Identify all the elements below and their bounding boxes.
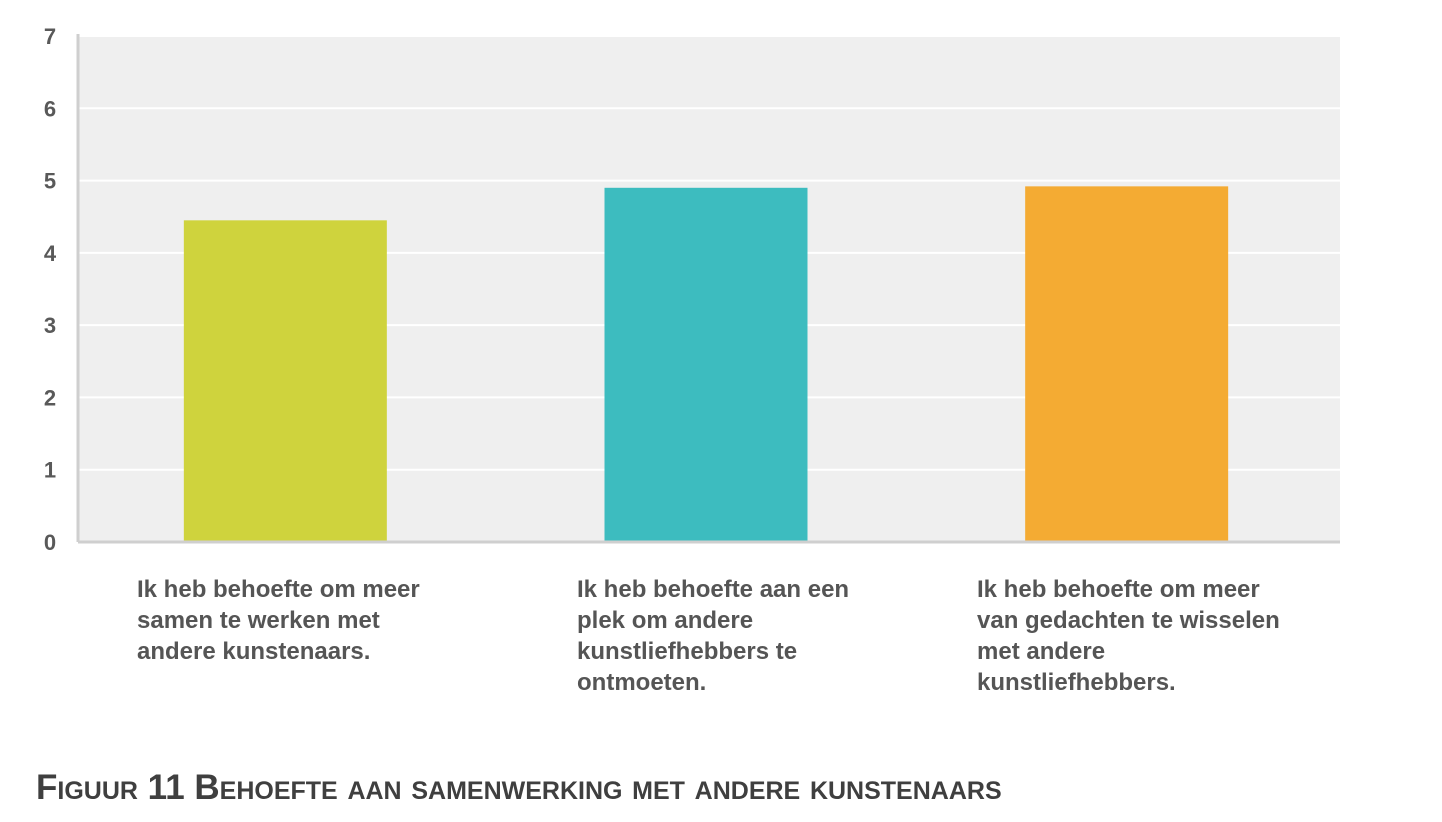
y-tick-label-3: 3 (44, 313, 56, 338)
category-label-1: Ik heb behoefte om meer samen te werken … (137, 576, 420, 665)
y-tick-label-7: 7 (44, 24, 56, 49)
y-tick-label-0: 0 (44, 530, 56, 555)
y-tick-label-5: 5 (44, 169, 56, 194)
y-tick-label-1: 1 (44, 458, 56, 483)
figure-caption: Figuur 11 Behoefte aan samenwerking met … (36, 768, 1002, 807)
bar-1 (183, 220, 387, 543)
y-tick-label-2: 2 (44, 385, 56, 410)
bar-2 (604, 187, 808, 543)
bars (183, 186, 1229, 543)
category-label-3: Ik heb behoefte om meer van gedachten te… (977, 576, 1280, 696)
bar-3 (1025, 186, 1229, 542)
category-label-2: Ik heb behoefte aan een plek om andere k… (577, 576, 850, 696)
y-tick-label-4: 4 (44, 241, 57, 266)
y-tick-label-6: 6 (44, 96, 56, 121)
y-axis-ticks: 0 1 2 3 4 5 6 7 (44, 24, 57, 555)
bar-chart: 0 1 2 3 4 5 6 7 (44, 24, 1340, 555)
